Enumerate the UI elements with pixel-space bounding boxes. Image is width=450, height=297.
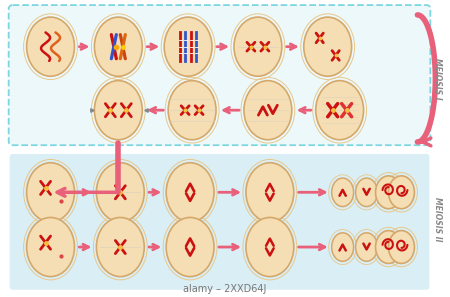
Ellipse shape (316, 80, 364, 140)
FancyBboxPatch shape (9, 5, 430, 145)
Ellipse shape (332, 233, 354, 261)
Ellipse shape (27, 17, 74, 76)
Ellipse shape (304, 17, 351, 76)
Text: MEIOSIS I: MEIOSIS I (433, 58, 442, 99)
Ellipse shape (96, 217, 144, 277)
Ellipse shape (356, 178, 378, 206)
Text: alamy – 2XXD64J: alamy – 2XXD64J (183, 284, 267, 294)
Ellipse shape (166, 217, 214, 277)
Ellipse shape (166, 163, 214, 222)
Ellipse shape (168, 80, 216, 140)
Ellipse shape (246, 217, 294, 277)
Ellipse shape (244, 80, 292, 140)
Ellipse shape (234, 17, 282, 76)
Ellipse shape (388, 176, 414, 209)
Ellipse shape (388, 230, 414, 263)
Ellipse shape (376, 176, 401, 209)
FancyBboxPatch shape (9, 154, 429, 290)
Ellipse shape (356, 233, 378, 261)
Ellipse shape (27, 163, 74, 222)
Text: MEIOSIS II: MEIOSIS II (433, 198, 442, 242)
Ellipse shape (164, 17, 212, 76)
Ellipse shape (246, 163, 294, 222)
Ellipse shape (332, 178, 354, 206)
Ellipse shape (94, 80, 142, 140)
Ellipse shape (96, 163, 144, 222)
Ellipse shape (27, 217, 74, 277)
Ellipse shape (94, 17, 142, 76)
Ellipse shape (376, 230, 401, 263)
